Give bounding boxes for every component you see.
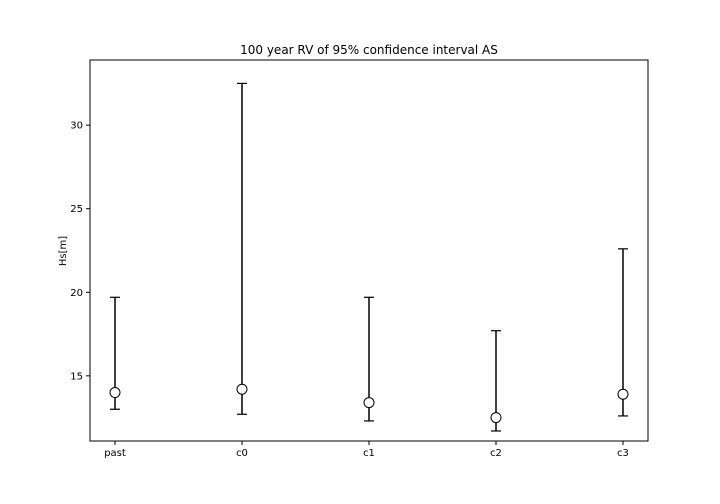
- x-tick-label: c1: [363, 448, 375, 459]
- x-tick-label: c0: [236, 448, 248, 459]
- y-axis-label: Hs[m]: [58, 236, 69, 266]
- y-tick-label: 30: [70, 121, 83, 132]
- data-point: [109, 387, 121, 399]
- y-tick-label: 20: [70, 288, 83, 299]
- plot-area: 15 20 25 30 past c0 c1 c2 c3: [70, 82, 629, 459]
- y-tick-label: 25: [70, 204, 83, 215]
- chart-title: 100 year RV of 95% confidence interval A…: [240, 43, 498, 57]
- data-point: [363, 397, 375, 409]
- data-point: [617, 388, 629, 400]
- axes-frame: [89, 59, 649, 442]
- x-tick-label: past: [104, 448, 126, 459]
- y-tick-label: 15: [70, 371, 83, 382]
- data-point: [236, 383, 248, 395]
- x-tick-label: c2: [490, 448, 502, 459]
- x-tick-label: c3: [617, 448, 629, 459]
- data-point: [490, 412, 502, 424]
